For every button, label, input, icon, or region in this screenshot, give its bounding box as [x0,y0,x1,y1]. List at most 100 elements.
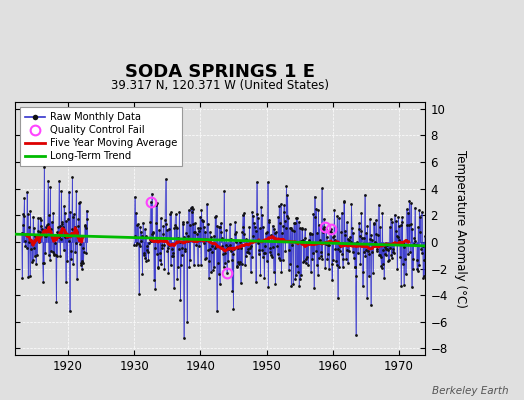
Point [289,281,297,288]
Point [136,242,144,249]
Text: 39.317 N, 120.371 W (United States): 39.317 N, 120.371 W (United States) [111,79,329,92]
Point [67,248,75,254]
Point [280,218,289,224]
Point [345,248,353,254]
Point [306,231,314,237]
Point [374,232,382,238]
Point [46,184,54,190]
Point [307,268,315,275]
Point [277,201,285,208]
Point [328,277,336,283]
Point [341,232,349,238]
Point [48,218,56,225]
Point [246,269,255,276]
Point [297,271,305,278]
Point [65,188,73,195]
Point [294,218,303,225]
Point [23,245,31,251]
Point [381,246,390,252]
Point [389,245,397,252]
Point [314,206,323,213]
Point [299,259,308,266]
Point [330,206,339,213]
Point [171,222,179,229]
Point [257,204,265,210]
Point [260,274,268,281]
Point [316,236,324,243]
Point [201,256,209,262]
Point [156,250,164,256]
Point [28,241,36,247]
Point [206,269,215,275]
Point [389,249,398,255]
Point [40,164,48,170]
Point [31,232,40,239]
Point [370,220,378,227]
Point [277,269,286,275]
Point [388,219,397,225]
Point [155,227,163,233]
Point [363,294,371,301]
Point [215,224,223,230]
Point [267,232,276,239]
Point [406,221,414,228]
Point [268,254,276,260]
Point [329,234,337,240]
Point [208,243,216,250]
Point [25,224,34,230]
Point [221,250,229,256]
Point [204,246,212,253]
Point [192,242,200,248]
Point [408,226,417,232]
Point [71,240,80,246]
Point [242,253,250,259]
Point [336,247,345,254]
Point [188,203,196,210]
Point [23,189,31,196]
Point [214,270,223,277]
Point [413,266,421,272]
Point [173,235,182,242]
Point [60,210,69,216]
Point [204,274,213,281]
Point [249,238,258,244]
Point [340,198,348,204]
Point [301,225,309,232]
Point [198,217,206,224]
Point [155,257,163,263]
Point [206,246,214,252]
Point [34,214,42,221]
Point [39,279,47,285]
Point [373,248,381,254]
Point [31,252,39,259]
Point [212,212,220,219]
Point [413,268,422,274]
Point [291,276,299,282]
Point [185,263,193,270]
Point [81,225,90,231]
Point [72,188,80,194]
Point [52,298,61,305]
Point [213,308,221,314]
Point [312,262,321,269]
Point [383,246,391,252]
Point [290,220,298,227]
Point [402,206,411,212]
Point [404,210,412,216]
Point [322,226,330,232]
Point [169,250,177,256]
Point [224,244,232,250]
Point [220,188,228,194]
Point [57,188,66,194]
Point [163,248,171,254]
Point [391,241,399,248]
Point [138,233,146,239]
Point [315,255,323,262]
Point [295,283,303,289]
Point [77,261,85,268]
Point [59,224,67,230]
Point [227,236,235,243]
Point [297,238,305,244]
Point [170,225,179,232]
Point [151,220,160,226]
